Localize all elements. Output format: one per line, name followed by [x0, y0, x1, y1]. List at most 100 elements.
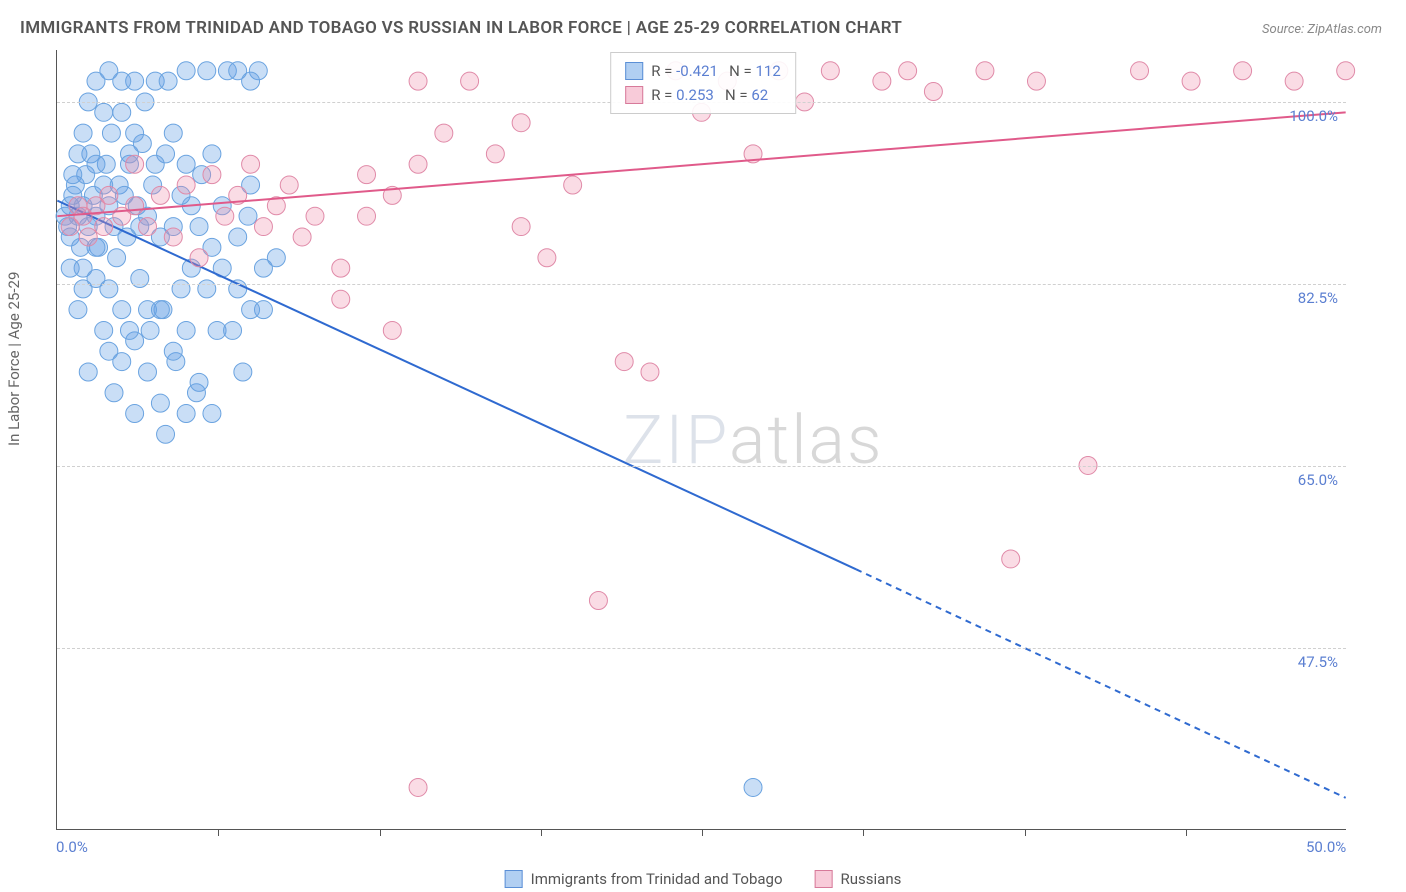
x-tick-mark	[1025, 830, 1026, 836]
data-point	[102, 124, 120, 142]
data-point	[126, 405, 144, 423]
data-point	[512, 114, 530, 132]
data-point	[924, 83, 942, 101]
data-point	[280, 176, 298, 194]
data-point	[198, 280, 216, 298]
data-point	[899, 62, 917, 80]
data-point	[164, 124, 182, 142]
data-point	[95, 103, 113, 121]
data-point	[1285, 72, 1303, 90]
data-point	[293, 228, 311, 246]
data-point	[126, 197, 144, 215]
data-point	[100, 186, 118, 204]
x-tick-mark	[1186, 830, 1187, 836]
series-legend-label: Russians	[841, 870, 902, 888]
legend-swatch	[625, 86, 643, 104]
data-point	[157, 425, 175, 443]
series-legend-item: Immigrants from Trinidad and Tobago	[505, 870, 783, 888]
data-point	[74, 124, 92, 142]
data-point	[190, 373, 208, 391]
data-point	[409, 72, 427, 90]
data-point	[229, 280, 247, 298]
data-point	[151, 186, 169, 204]
data-point	[95, 321, 113, 339]
data-point	[203, 166, 221, 184]
data-point	[486, 145, 504, 163]
trend-line-dashed	[856, 569, 1346, 798]
legend-swatch	[625, 62, 643, 80]
data-point	[164, 228, 182, 246]
data-point	[141, 321, 159, 339]
data-point	[177, 405, 195, 423]
data-point	[242, 301, 260, 319]
x-tick-label: 0.0%	[56, 838, 88, 856]
y-axis-title: In Labor Force | Age 25-29	[5, 272, 23, 446]
legend-row: R = -0.421 N = 112	[625, 59, 781, 83]
data-point	[1234, 62, 1252, 80]
data-point	[1131, 62, 1149, 80]
legend-swatch	[505, 870, 523, 888]
data-point	[267, 249, 285, 267]
data-point	[229, 228, 247, 246]
data-point	[113, 301, 131, 319]
legend-text: R = 0.253 N = 62	[651, 83, 768, 107]
data-point	[242, 155, 260, 173]
data-point	[332, 259, 350, 277]
y-tick-label: 47.5%	[1298, 653, 1338, 671]
data-point	[873, 72, 891, 90]
data-point	[224, 321, 242, 339]
series-legend-label: Immigrants from Trinidad and Tobago	[531, 870, 783, 888]
data-point	[177, 321, 195, 339]
data-point	[332, 290, 350, 308]
x-tick-mark	[218, 830, 219, 836]
data-point	[120, 321, 138, 339]
data-point	[164, 342, 182, 360]
series-legend-item: Russians	[815, 870, 902, 888]
data-point	[74, 280, 92, 298]
data-point	[177, 176, 195, 194]
chart-svg	[57, 50, 1346, 829]
data-point	[79, 228, 97, 246]
chart-title: IMMIGRANTS FROM TRINIDAD AND TOBAGO VS R…	[20, 18, 902, 38]
data-point	[538, 249, 556, 267]
data-point	[234, 363, 252, 381]
data-point	[409, 155, 427, 173]
gridline-h	[57, 648, 1346, 649]
data-point	[254, 218, 272, 236]
data-point	[108, 249, 126, 267]
data-point	[100, 280, 118, 298]
data-point	[821, 62, 839, 80]
data-point	[242, 72, 260, 90]
data-point	[216, 207, 234, 225]
data-point	[177, 62, 195, 80]
data-point	[1002, 550, 1020, 568]
legend-swatch	[815, 870, 833, 888]
data-point	[87, 155, 105, 173]
data-point	[1027, 72, 1045, 90]
data-point	[61, 259, 79, 277]
legend-row: R = 0.253 N = 62	[625, 83, 781, 107]
data-point	[239, 207, 257, 225]
data-point	[64, 166, 82, 184]
data-point	[358, 166, 376, 184]
data-point	[177, 155, 195, 173]
data-point	[151, 394, 169, 412]
data-point	[126, 124, 144, 142]
data-point	[151, 301, 169, 319]
data-point	[976, 62, 994, 80]
x-tick-mark	[380, 830, 381, 836]
data-point	[306, 207, 324, 225]
plot-area: ZIPatlas 47.5%65.0%82.5%100.0%	[56, 50, 1346, 830]
data-point	[159, 72, 177, 90]
data-point	[1337, 62, 1355, 80]
data-point	[383, 321, 401, 339]
data-point	[113, 72, 131, 90]
x-tick-mark	[863, 830, 864, 836]
data-point	[564, 176, 582, 194]
data-point	[190, 218, 208, 236]
data-point	[146, 155, 164, 173]
y-tick-label: 65.0%	[1298, 471, 1338, 489]
series-legend: Immigrants from Trinidad and Tobago Russi…	[505, 870, 902, 888]
x-tick-mark	[702, 830, 703, 836]
data-point	[69, 145, 87, 163]
